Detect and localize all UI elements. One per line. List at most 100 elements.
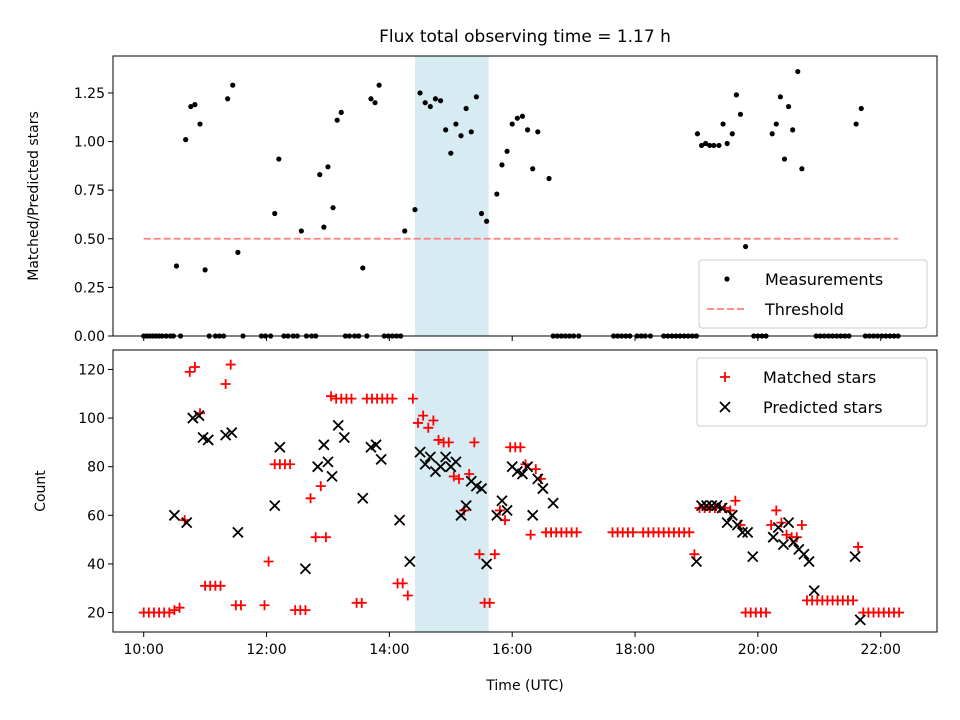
matched-star-point bbox=[174, 602, 185, 613]
measurement-point bbox=[546, 175, 552, 182]
measurement-point bbox=[317, 172, 323, 178]
matched-star-point bbox=[300, 605, 311, 616]
measurement-point bbox=[183, 137, 189, 143]
measurement-point bbox=[716, 142, 722, 149]
predicted-star-point bbox=[299, 563, 312, 575]
measurement-point bbox=[402, 228, 408, 234]
y-tick-label: 100 bbox=[78, 411, 105, 427]
matched-star-point bbox=[259, 600, 270, 611]
predicted-star-point bbox=[788, 536, 800, 548]
matched-star-point bbox=[761, 607, 772, 618]
predicted-star-point bbox=[721, 516, 733, 529]
predicted-star-point bbox=[690, 555, 703, 568]
predicted-star-point bbox=[460, 499, 472, 512]
bottom-panel: 20 40 60 80 100 120 10:00 12:00 14:00 16:00 18:00 2… bbox=[33, 349, 938, 694]
matched-star-point bbox=[164, 607, 175, 618]
y-axis-label-bottom: Count bbox=[33, 470, 49, 512]
predicted-star-point bbox=[782, 516, 795, 529]
measurement-point bbox=[799, 166, 805, 172]
x-tick-label: 12:00 bbox=[246, 642, 286, 658]
matched-star-point bbox=[184, 366, 195, 377]
predicted-star-point bbox=[326, 470, 338, 483]
predicted-star-point bbox=[547, 497, 559, 509]
measurement-point bbox=[777, 94, 783, 100]
measurement-point bbox=[360, 265, 366, 271]
predicted-star-point bbox=[521, 461, 534, 473]
predicted-star-point bbox=[450, 456, 462, 468]
matched-star-point bbox=[530, 464, 541, 475]
matched-star-point bbox=[443, 437, 454, 448]
predicted-star-point bbox=[726, 509, 738, 521]
predicted-star-point bbox=[202, 434, 214, 446]
measurement-point bbox=[458, 133, 464, 139]
matched-star-point bbox=[215, 580, 226, 591]
predicted-star-point bbox=[370, 439, 382, 451]
measurement-point bbox=[412, 207, 418, 213]
measurement-point bbox=[524, 127, 531, 133]
x-tick-label: 20:00 bbox=[738, 642, 778, 658]
x-tick-label: 18:00 bbox=[615, 642, 655, 658]
measurement-point bbox=[785, 103, 792, 110]
measurement-point bbox=[504, 148, 510, 154]
y-tick-label: 60 bbox=[87, 508, 105, 524]
matched-star-point bbox=[730, 495, 741, 506]
measurement-point bbox=[773, 121, 779, 127]
measurement-point bbox=[225, 96, 231, 102]
matched-star-point bbox=[684, 527, 695, 538]
predicted-star-point bbox=[803, 555, 815, 568]
predicted-star-point bbox=[312, 461, 324, 473]
measurement-point bbox=[711, 142, 717, 149]
measurement-point bbox=[720, 121, 726, 127]
y-tick-label: 0.00 bbox=[74, 329, 105, 345]
matched-star-point bbox=[464, 468, 475, 479]
matched-star-point bbox=[189, 362, 200, 373]
matched-star-point bbox=[489, 549, 500, 560]
measurement-point bbox=[368, 96, 374, 102]
predicted-star-point bbox=[232, 526, 244, 538]
matched-star-point bbox=[402, 590, 413, 601]
matched-star-point bbox=[326, 391, 337, 402]
matched-star-point bbox=[781, 529, 792, 540]
predicted-star-point bbox=[777, 538, 790, 551]
matched-star-point bbox=[235, 600, 246, 611]
matched-star-point bbox=[848, 595, 859, 606]
measurement-point bbox=[468, 129, 474, 135]
legend-label: Predicted stars bbox=[763, 398, 883, 417]
measurement-point bbox=[432, 96, 439, 102]
matched-star-point bbox=[387, 393, 398, 404]
measurement-point bbox=[473, 94, 479, 100]
bottom-panel-frame bbox=[112, 349, 938, 633]
measurement-point bbox=[742, 243, 749, 250]
matched-star-point bbox=[320, 532, 331, 543]
matched-star-point bbox=[771, 505, 782, 516]
matched-star-point bbox=[571, 527, 582, 538]
predicted-star-point bbox=[695, 499, 708, 512]
matched-star-point bbox=[484, 597, 495, 608]
x-tick-label: 10:00 bbox=[124, 642, 164, 658]
measurement-point bbox=[443, 127, 449, 133]
matched-star-point bbox=[627, 527, 638, 538]
predicted-star-point bbox=[741, 526, 754, 538]
measurement-point bbox=[272, 210, 278, 217]
measurement-point bbox=[781, 156, 788, 162]
measurement-point bbox=[276, 156, 282, 162]
matched-star-point bbox=[225, 359, 236, 370]
y-tick-label: 40 bbox=[87, 557, 105, 573]
matched-star-point bbox=[220, 379, 231, 390]
legend-label: Measurements bbox=[765, 270, 883, 289]
measurement-point bbox=[724, 140, 730, 147]
y-tick-label: 1.00 bbox=[74, 135, 105, 151]
predicted-star-point bbox=[716, 502, 728, 514]
matched-star-point bbox=[285, 459, 296, 470]
predicted-star-point bbox=[772, 521, 784, 534]
matched-star-point bbox=[413, 417, 424, 428]
matched-star-point bbox=[418, 410, 429, 421]
legend-swatch-predicted bbox=[719, 401, 731, 413]
measurement-point bbox=[698, 142, 705, 149]
predicted-star-point bbox=[404, 555, 416, 568]
matched-star-point bbox=[315, 481, 326, 492]
y-tick-label: 1.25 bbox=[74, 86, 105, 102]
measurement-point bbox=[463, 105, 469, 112]
y-tick-label: 0.75 bbox=[74, 183, 105, 199]
measurement-point bbox=[230, 82, 236, 88]
